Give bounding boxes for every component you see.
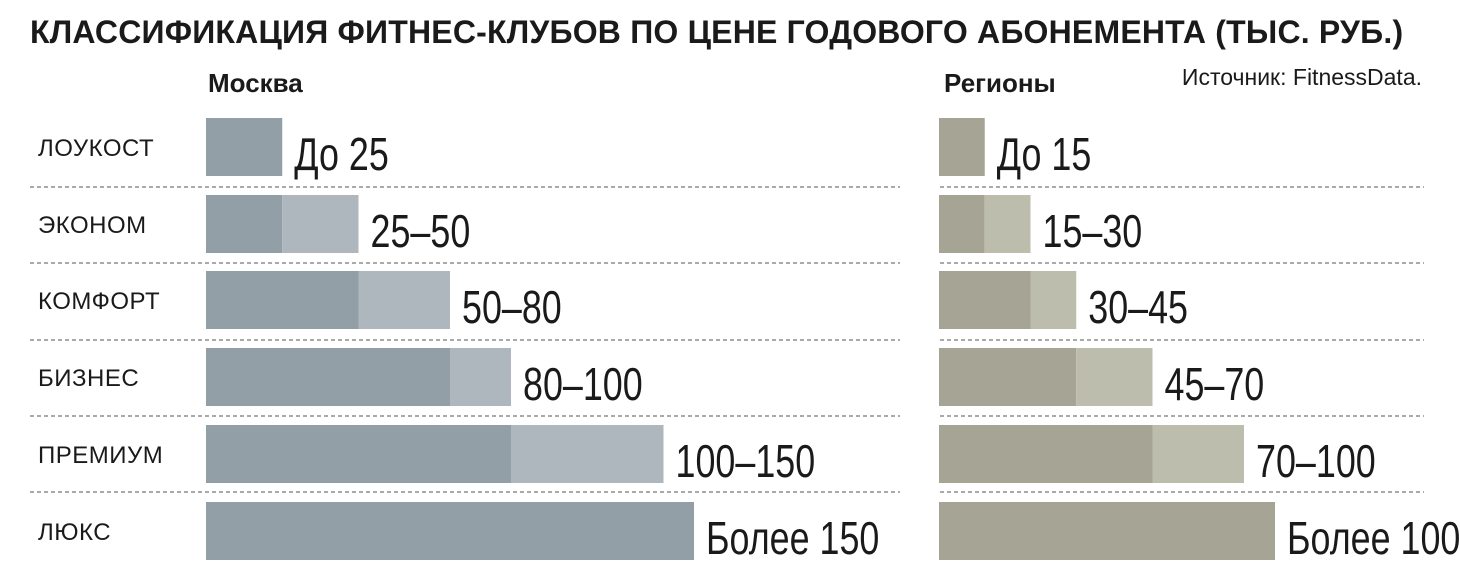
bar-base — [939, 502, 1275, 560]
bar-base — [206, 502, 694, 560]
value-label: 45–70 — [1165, 359, 1265, 410]
value-label: Более 150 — [706, 513, 879, 564]
category-label: ЛОУКОСТ — [38, 135, 154, 162]
value-label: Более 100 — [1287, 513, 1460, 564]
bar-range — [206, 118, 283, 176]
chart-title: КЛАССИФИКАЦИЯ ФИТНЕС-КЛУБОВ ПО ЦЕНЕ ГОДО… — [30, 14, 1404, 50]
category-label: ЭКОНОМ — [38, 212, 147, 239]
value-label: 100–150 — [676, 436, 816, 487]
bar-base — [939, 425, 1153, 483]
category-label: КОМФОРТ — [38, 288, 160, 315]
bar-base — [206, 348, 450, 406]
bar-base — [939, 271, 1031, 329]
bar-range — [939, 118, 985, 176]
bar-base — [206, 271, 359, 329]
bar-range — [282, 195, 359, 253]
category-label: ЛЮКС — [38, 519, 111, 546]
bar-range — [1076, 348, 1153, 406]
bar-base — [206, 195, 283, 253]
value-label: 50–80 — [462, 282, 562, 333]
panel-title-moscow: Москва — [208, 68, 303, 98]
value-label: 70–100 — [1256, 436, 1376, 487]
bar-range — [511, 425, 664, 483]
panel-title-regions: Регионы — [944, 68, 1056, 98]
bar-base — [939, 195, 985, 253]
category-label: ПРЕМИУМ — [38, 442, 163, 469]
bar-base — [939, 348, 1077, 406]
value-label: 25–50 — [371, 206, 471, 257]
bar-range — [1152, 425, 1244, 483]
bar-range — [450, 348, 511, 406]
bar-base — [206, 425, 511, 483]
value-label: 80–100 — [523, 359, 643, 410]
value-label: 30–45 — [1088, 282, 1188, 333]
value-label: До 25 — [294, 129, 389, 180]
value-label: До 15 — [997, 129, 1092, 180]
bar-range — [984, 195, 1031, 253]
source-note: Источник: FitnessData. — [1181, 64, 1422, 90]
value-label: 15–30 — [1043, 206, 1143, 257]
bar-range — [358, 271, 450, 329]
bar-range — [1030, 271, 1077, 329]
category-label: БИЗНЕС — [38, 365, 139, 392]
